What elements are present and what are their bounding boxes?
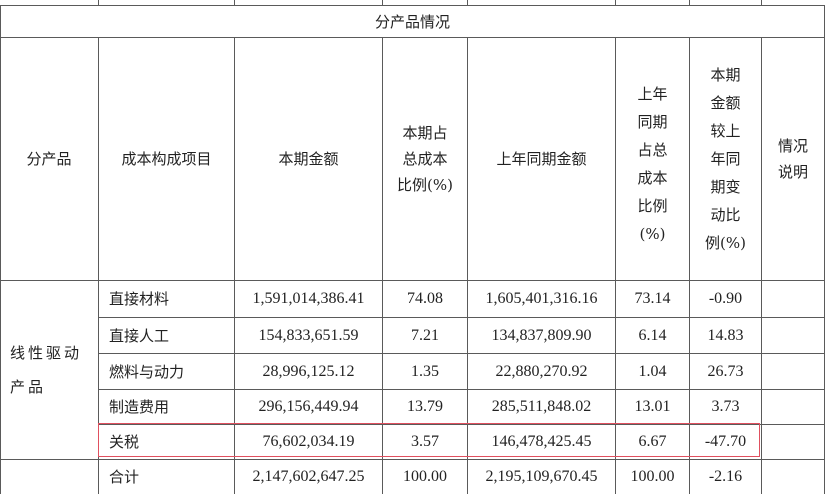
table-rule (689, 0, 690, 5)
header-text: 本期占 (402, 124, 448, 142)
prior-ratio: 1.04 (638, 362, 667, 380)
prior-amount: 134,837,809.90 (491, 326, 592, 344)
table-rule (0, 280, 825, 281)
header-text: 情况 (777, 137, 808, 155)
prior-ratio: 13.01 (634, 398, 671, 415)
prior-amount: 2,195,109,670.45 (485, 468, 598, 485)
table-rule (98, 317, 825, 318)
prior-ratio: 6.14 (638, 326, 667, 344)
cost-item: 直接材料 (109, 290, 170, 308)
cost-item: 关税 (109, 433, 140, 451)
header-text: 比例(%) (397, 176, 453, 194)
table-rule (382, 0, 383, 5)
current-amount: 28,996,125.12 (262, 362, 355, 380)
header-prior-ratio: 上年 同期 占总 成本 比例 (%) (616, 38, 689, 280)
header-text: 期变 (710, 178, 741, 196)
change-ratio: 14.83 (707, 326, 744, 344)
table-rule (467, 0, 468, 5)
current-amount: 154,833,651.59 (258, 326, 359, 344)
header-text: 动比 (710, 206, 741, 224)
table-rule (98, 37, 99, 494)
header-cost-item: 成本构成项目 (121, 150, 212, 168)
prior-amount: 146,478,425.45 (491, 433, 592, 450)
table-rule (467, 37, 468, 494)
header-text: 金额 (710, 94, 741, 112)
prior-amount: 285,511,848.02 (491, 398, 592, 415)
prior-ratio: 73.14 (634, 290, 671, 307)
table-rule (234, 37, 235, 494)
change-ratio: 3.73 (711, 398, 740, 415)
table-rule (615, 37, 616, 494)
header-text: (%) (639, 225, 666, 243)
table-rule (0, 37, 825, 38)
change-ratio: 26.73 (707, 362, 744, 380)
table-border-left (0, 5, 1, 494)
header-current-ratio: 本期占 总成本 比例(%) (383, 38, 467, 280)
cost-item: 燃料与动力 (109, 362, 185, 381)
header-text: 占总 (637, 141, 668, 159)
table-rule (0, 459, 825, 460)
table-rule (689, 37, 690, 494)
table-rule (98, 389, 825, 390)
header-product: 分产品 (26, 150, 72, 168)
header-current-amount: 本期金额 (278, 150, 339, 168)
product-group: 线性驱动 产品 (0, 281, 98, 459)
change-ratio: -47.70 (704, 433, 747, 450)
current-ratio: 100.00 (403, 468, 447, 485)
header-change: 本期 金额 较上 年同 期变 动比 例(%) (690, 38, 761, 280)
header-text: 较上 (710, 122, 741, 140)
table-rule (98, 424, 825, 425)
table-rule (615, 0, 616, 5)
table-rule (98, 0, 99, 5)
header-text: 比例 (637, 197, 668, 215)
table-rule (98, 353, 825, 354)
product-group-line: 线性驱动 (10, 344, 83, 362)
header-text: 总成本 (402, 150, 448, 168)
cost-item: 制造费用 (109, 398, 170, 416)
prior-ratio: 6.67 (638, 433, 667, 450)
change-ratio: -2.16 (708, 468, 743, 485)
prior-amount: 1,605,401,316.16 (485, 290, 598, 307)
current-ratio: 13.79 (407, 398, 443, 415)
prior-ratio: 100.00 (630, 468, 675, 485)
header-notes: 情况 说明 (762, 38, 824, 280)
current-ratio: 74.08 (407, 290, 443, 307)
table-rule (761, 0, 762, 5)
prior-amount: 22,880,270.92 (495, 362, 588, 380)
current-ratio: 7.21 (411, 326, 439, 344)
header-text: 同期 (637, 113, 668, 131)
header-text: 本期 (710, 66, 741, 84)
current-ratio: 1.35 (411, 362, 439, 380)
cost-item: 直接人工 (109, 326, 170, 345)
highlight-box (98, 423, 760, 457)
product-group-line: 产品 (10, 378, 47, 396)
header-text: 年同 (710, 150, 741, 168)
current-amount: 1,591,014,386.41 (252, 290, 365, 307)
table-rule (234, 0, 235, 5)
current-amount: 296,156,449.94 (258, 398, 359, 415)
cost-item: 合计 (109, 468, 140, 486)
header-text: 成本 (637, 169, 668, 187)
current-ratio: 3.57 (411, 433, 439, 450)
table-rule (761, 37, 762, 494)
current-amount: 2,147,602,647.25 (252, 468, 365, 485)
current-amount: 76,602,034.19 (262, 433, 355, 450)
header-text: 说明 (777, 163, 808, 181)
table-rule (382, 37, 383, 494)
change-ratio: -0.90 (708, 290, 743, 307)
table-border-top (0, 5, 825, 6)
section-title: 分产品情况 (374, 12, 450, 31)
header-prior-amount: 上年同期金额 (496, 150, 587, 168)
header-text: 上年 (637, 85, 668, 103)
header-text: 例(%) (705, 234, 746, 252)
